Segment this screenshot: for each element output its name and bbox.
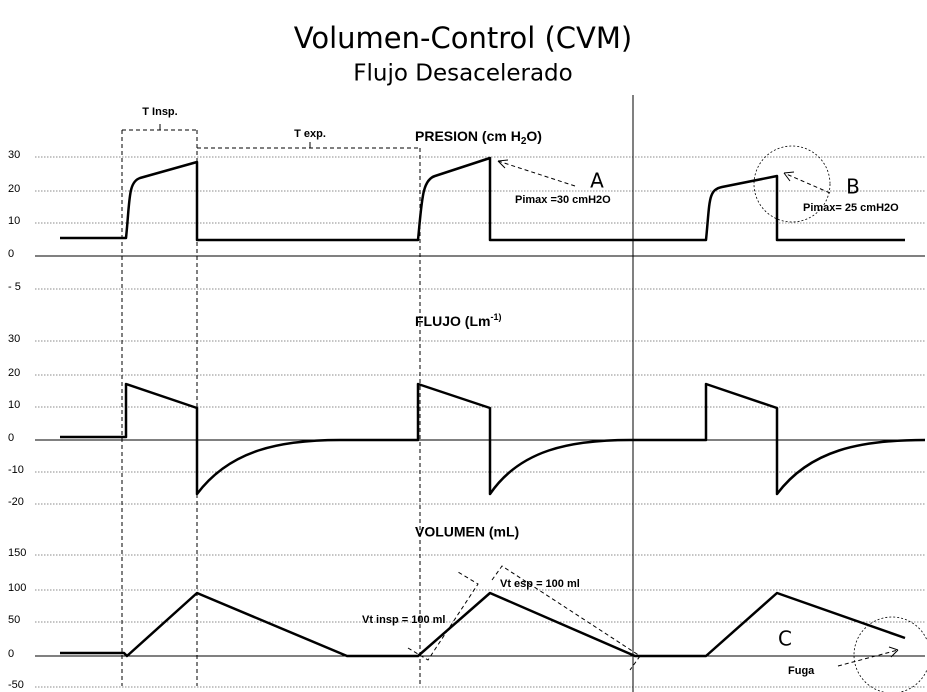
arrowhead bbox=[888, 646, 899, 658]
bracket bbox=[491, 565, 641, 671]
tick-label: 20 bbox=[8, 183, 20, 195]
pressure-wave bbox=[60, 156, 905, 242]
annotation: Fuga bbox=[788, 665, 815, 677]
tick-label: -20 bbox=[8, 496, 24, 508]
annotation: C bbox=[778, 627, 792, 651]
volume-wave bbox=[60, 591, 906, 658]
arrow bbox=[497, 160, 576, 187]
arrowhead bbox=[497, 159, 509, 169]
tick-label: - 5 bbox=[8, 281, 21, 293]
tick-label: 150 bbox=[8, 547, 26, 559]
tick-label: 10 bbox=[8, 399, 20, 411]
panel-label: VOLUMEN (mL) bbox=[415, 524, 519, 540]
flow-wave bbox=[60, 382, 926, 496]
tick-label: 30 bbox=[8, 333, 20, 345]
arrowhead bbox=[783, 171, 795, 182]
annotation: Pimax= 25 cmH2O bbox=[803, 202, 899, 214]
annotation: Pimax =30 cmH2O bbox=[515, 194, 611, 206]
panel-label: PRESION (cm H2O) bbox=[415, 128, 542, 147]
tick-label: 20 bbox=[8, 367, 20, 379]
annotation: Vt insp = 100 ml bbox=[362, 614, 445, 626]
title: Volumen-Control (CVM) bbox=[294, 21, 632, 55]
tick-label: 30 bbox=[8, 149, 20, 161]
arrow bbox=[837, 649, 899, 667]
annotation: Vt esp = 100 ml bbox=[500, 578, 580, 590]
annotation: B bbox=[846, 175, 860, 199]
interval-label: T Insp. bbox=[142, 106, 177, 118]
highlight bbox=[753, 145, 831, 223]
panel-label: FLUJO (Lm-1) bbox=[415, 312, 501, 328]
tick-label: 0 bbox=[8, 648, 14, 660]
interval-label: T exp. bbox=[294, 128, 326, 140]
tick-label: 10 bbox=[8, 215, 20, 227]
tick-label: -50 bbox=[8, 679, 24, 691]
tick-label: 0 bbox=[8, 248, 14, 260]
subtitle: Flujo Desacelerado bbox=[353, 61, 572, 87]
highlight bbox=[853, 616, 927, 692]
tick-label: 100 bbox=[8, 582, 26, 594]
annotation: A bbox=[590, 169, 604, 193]
tick-label: -10 bbox=[8, 464, 24, 476]
arrow bbox=[783, 172, 831, 194]
tick-label: 0 bbox=[8, 432, 14, 444]
tick-label: 50 bbox=[8, 614, 20, 626]
